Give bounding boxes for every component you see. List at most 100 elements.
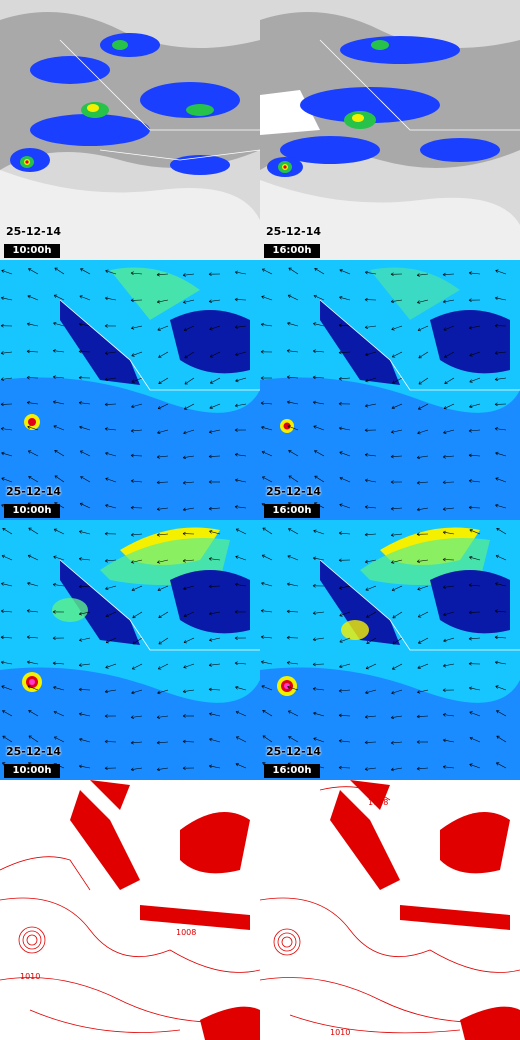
wind-vector-head [27, 554, 32, 558]
wind-vector-head [208, 584, 212, 589]
wind-vector-head [495, 451, 499, 456]
wind-vector-head [130, 767, 135, 772]
wind-vector-head [261, 581, 265, 586]
wind-vector [391, 325, 403, 330]
wind-vector-head [416, 273, 420, 277]
wind-vector-head [105, 504, 109, 508]
wind-low-panel-1600: 25-12-14 16:00h [260, 260, 520, 520]
wind-vector [208, 689, 221, 691]
wind-vector-head [184, 381, 188, 385]
wind-vector [495, 270, 507, 275]
wind-vector-head [156, 767, 161, 772]
wind-vector-head [183, 613, 187, 618]
wind-vector [262, 476, 273, 483]
satellite-panel-1000: 25-12-14 10:00h [0, 0, 260, 260]
timestamp: 25-12-14 10:00h [4, 485, 61, 518]
wind-vector [391, 299, 403, 302]
wind-vector-head [235, 378, 239, 383]
wind-vector [339, 663, 351, 668]
wind-vector-head [418, 406, 422, 410]
isobar-panel-left: 1010 1008 [0, 780, 260, 1040]
wind-vector-head [234, 270, 239, 275]
wind-vector [312, 376, 325, 379]
wind-vector [443, 299, 455, 303]
wind-vector-head [28, 527, 32, 531]
wind-upper-panel-1600: 25-12-14 16:00h [260, 520, 520, 780]
wind-vector-head [494, 635, 498, 640]
wind-vector-head [26, 322, 31, 327]
wind-vector-head [391, 430, 395, 434]
wind-vector-head [260, 322, 265, 327]
wind-vector-head [208, 454, 212, 459]
wind-vector [443, 663, 455, 667]
wind-vector [495, 297, 507, 301]
wind-vector-head [288, 736, 292, 740]
wind-vector-head [208, 764, 213, 769]
wind-vector [27, 636, 39, 639]
wind-vector [495, 452, 507, 457]
wind-vector [469, 325, 481, 329]
wind-vector [365, 689, 377, 694]
wind-vector-head [417, 327, 422, 332]
wind-vector-head [0, 402, 4, 407]
wind-vector-head [338, 558, 342, 563]
wind-vector [209, 530, 221, 535]
wind-vector [131, 377, 143, 383]
wind-vector-head [156, 299, 161, 304]
wind-vector-head [495, 582, 499, 586]
wind-vector [495, 685, 507, 691]
wind-vector [287, 401, 299, 405]
wind-vector-head [234, 636, 238, 640]
wind-vector-head [286, 400, 291, 405]
wind-vector [208, 455, 221, 457]
wind-vector [469, 351, 481, 356]
isobar-panel-right: 1008 1010 [260, 780, 520, 1040]
wind-vector [495, 583, 507, 587]
wind-vector [287, 376, 299, 379]
wind-vector [262, 268, 273, 275]
wind-vector-head [468, 610, 472, 615]
wind-vector [131, 585, 143, 591]
wind-vector [339, 585, 351, 589]
wind-vector [0, 636, 13, 639]
wind-vector [28, 735, 39, 743]
wind-vector [27, 402, 39, 405]
wind-vector-head [442, 455, 446, 459]
wind-vector-head [469, 529, 473, 533]
wind-vector [262, 527, 273, 535]
wind-vector [260, 402, 273, 405]
timestamp: 25-12-14 16:00h [264, 485, 321, 518]
wind-vector [52, 662, 65, 665]
wind-vector-head [495, 503, 499, 508]
wind-vector [314, 268, 325, 275]
wind-vector [157, 559, 169, 563]
wind-vector-head [338, 689, 342, 693]
wind-vector-head [314, 450, 318, 454]
wind-vector-head [391, 560, 395, 564]
wind-vector-head [208, 299, 213, 303]
wind-vector [468, 429, 481, 432]
wind-vector-head [468, 686, 473, 691]
wind-vector [209, 637, 221, 641]
wind-vector-head [235, 352, 239, 356]
wind-vector-head [287, 425, 291, 429]
wind-vector-head [390, 533, 394, 537]
wind-vector [417, 429, 429, 434]
wind-vector [53, 686, 65, 691]
wind-vector-head [260, 609, 264, 613]
wind-vector [416, 715, 429, 717]
wind-vector-head [184, 406, 188, 410]
satellite-map-1600 [260, 0, 520, 260]
wind-vector [28, 268, 39, 275]
wind-vector [182, 559, 195, 562]
wind-vector [288, 267, 299, 275]
wind-vector-head [105, 269, 109, 274]
wind-vector [183, 455, 195, 458]
wind-vector [443, 507, 455, 510]
wind-vector-head [495, 660, 499, 665]
wind-vector-head [313, 425, 317, 429]
wind-vector-head [442, 663, 447, 668]
wind-vector [339, 532, 351, 535]
wind-vector-head [312, 375, 316, 380]
wind-vector-head [416, 455, 421, 460]
